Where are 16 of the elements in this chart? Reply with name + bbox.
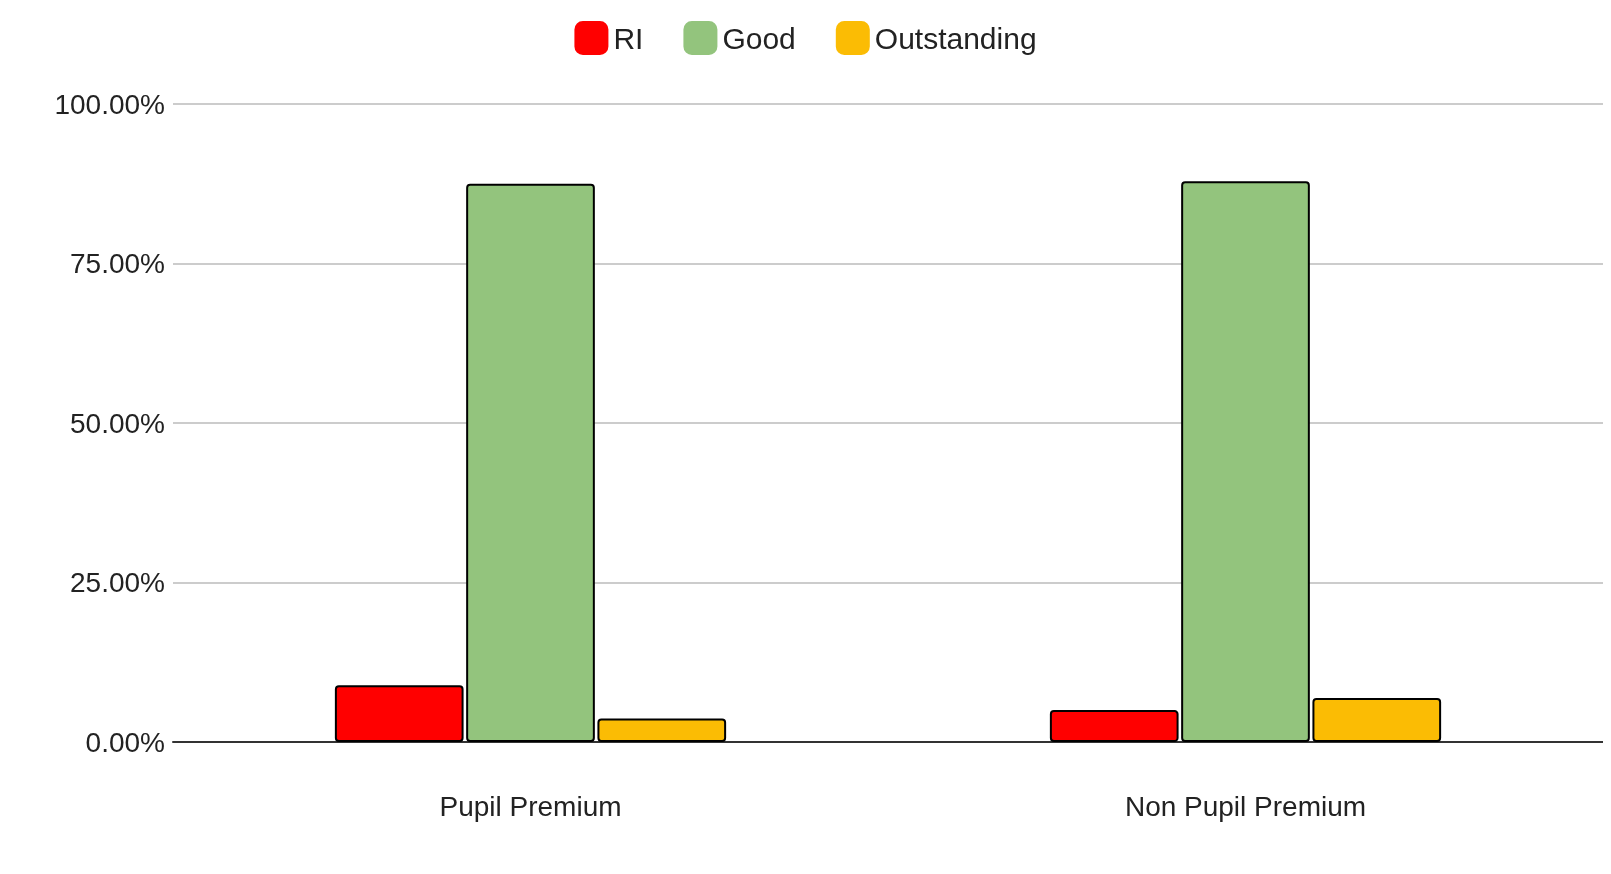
x-tick-label: Non Pupil Premium [1124, 790, 1367, 822]
bar [1312, 697, 1442, 742]
bar [466, 183, 595, 742]
y-tick-label: 0.00% [85, 726, 165, 758]
bar [1181, 181, 1310, 742]
y-tick-label: 50.00% [70, 407, 165, 439]
y-tick-label: 100.00% [54, 88, 165, 120]
bar [334, 685, 464, 742]
legend-label: RI [613, 21, 644, 55]
legend-label: Outstanding [874, 21, 1037, 55]
y-tick-label: 75.00% [70, 248, 165, 279]
legend-label: Good [722, 21, 796, 55]
x-tick-label: Pupil Premium [439, 790, 622, 822]
y-tick-label: 25.00% [70, 567, 165, 598]
bar [597, 718, 727, 742]
bar [1049, 710, 1179, 742]
